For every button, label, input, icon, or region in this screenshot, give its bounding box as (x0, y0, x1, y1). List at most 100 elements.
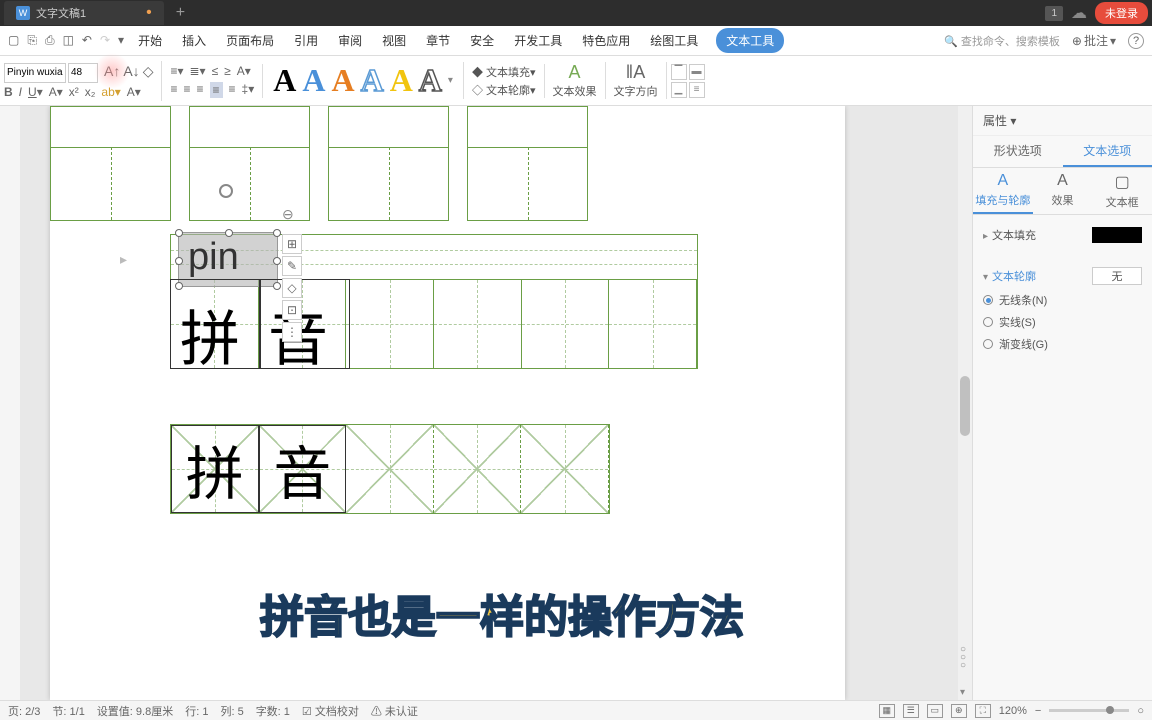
new-tab-button[interactable]: + (168, 4, 193, 22)
view-web-icon[interactable]: ⊕ (951, 704, 967, 718)
char-border-icon[interactable]: A▾ (127, 85, 141, 99)
view-outline-icon[interactable]: ☰ (903, 704, 919, 718)
resize-handle[interactable] (175, 257, 183, 265)
print-icon[interactable]: ⎙ (45, 33, 55, 48)
more-options-icon[interactable]: ⋮ (282, 322, 302, 342)
text-outline-row[interactable]: ▾文本轮廓 无 (983, 263, 1142, 289)
batch-comments-button[interactable]: ⊕ 批注 ▾ (1072, 32, 1116, 49)
wordart-style-1[interactable]: A (273, 62, 296, 99)
dropdown-icon[interactable]: ▾ (118, 33, 124, 48)
export-icon[interactable]: ⎘ (27, 33, 37, 48)
zoom-slider[interactable] (1049, 709, 1129, 712)
align-justify-icon[interactable]: ≡ (210, 82, 223, 98)
tab-shape-options[interactable]: 形状选项 (973, 136, 1063, 167)
menu-start[interactable]: 开始 (136, 28, 164, 53)
radio-solid-line[interactable]: 实线(S) (983, 311, 1142, 333)
status-auth[interactable]: ⚠ 未认证 (371, 703, 418, 719)
font-name-input[interactable] (4, 63, 66, 83)
resize-handle[interactable] (175, 229, 183, 237)
notification-badge[interactable]: 1 (1045, 6, 1063, 21)
scroll-thumb[interactable] (960, 376, 970, 436)
resize-handle[interactable] (273, 257, 281, 265)
search-box[interactable]: 🔍 查找命令、搜索模板 (944, 33, 1060, 49)
status-chars[interactable]: 字数: 1 (256, 703, 290, 719)
menu-review[interactable]: 审阅 (336, 28, 364, 53)
align-middle-icon[interactable]: ▬ (689, 64, 705, 80)
clear-format-icon[interactable]: ◇ (143, 63, 154, 83)
menu-security[interactable]: 安全 (468, 28, 496, 53)
zoom-out-icon[interactable]: − (1035, 705, 1041, 717)
text-outline-button[interactable]: ◇ 文本轮廓▾ (472, 82, 536, 98)
italic-icon[interactable]: I (19, 85, 22, 99)
menu-view[interactable]: 视图 (380, 28, 408, 53)
radio-no-line[interactable]: 无线条(N) (983, 289, 1142, 311)
distribute-icon[interactable]: ≡ (229, 82, 236, 98)
layout-options-icon[interactable]: ⊞ (282, 234, 302, 254)
pinyin-text[interactable]: pin (188, 236, 239, 279)
bold-icon[interactable]: B (4, 85, 13, 99)
indent-left-icon[interactable]: ≤ (212, 64, 219, 78)
zoom-in-icon[interactable]: ○ (1137, 705, 1144, 717)
resize-handle[interactable] (273, 229, 281, 237)
subtab-fill-outline[interactable]: A填充与轮廓 (973, 168, 1033, 214)
wordart-style-6[interactable]: A (419, 62, 442, 99)
indent-right-icon[interactable]: ≥ (224, 64, 231, 78)
underline-icon[interactable]: U▾ (28, 85, 43, 99)
align-top-icon[interactable]: ▔ (671, 64, 687, 80)
margin-marker-icon[interactable]: ▸ (120, 251, 127, 268)
line-spacing-icon[interactable]: ‡▾ (242, 82, 255, 98)
hanzi-char-1[interactable]: 拼 (180, 291, 240, 378)
text-direction-section[interactable]: ‖A 文字方向 (606, 62, 667, 99)
redo-icon[interactable]: ↷ (100, 33, 110, 48)
subtab-textbox[interactable]: ▢文本框 (1092, 168, 1152, 214)
font-color-icon[interactable]: A▾ (49, 85, 63, 99)
wordart-more-icon[interactable]: ▾ (448, 75, 453, 86)
fill-icon[interactable]: ◇ (282, 278, 302, 298)
radio-gradient-line[interactable]: 渐变线(G) (983, 333, 1142, 355)
subtab-effects[interactable]: A效果 (1033, 168, 1093, 214)
shape-ungroup-icon[interactable]: ⊡ (282, 300, 302, 320)
menu-devtools[interactable]: 开发工具 (512, 28, 564, 53)
vertical-scrollbar[interactable]: ○○○ ▾ (958, 106, 972, 700)
menu-page-layout[interactable]: 页面布局 (224, 28, 276, 53)
subscript-icon[interactable]: x₂ (85, 85, 96, 99)
align-right-icon[interactable]: ≡ (197, 82, 204, 98)
preview-icon[interactable]: ◫ (63, 33, 74, 48)
scroll-nav-dots[interactable]: ○○○ (960, 646, 966, 670)
status-page[interactable]: 页: 2/3 (8, 703, 40, 719)
fill-color-swatch[interactable] (1092, 227, 1142, 243)
menu-drawing-tools[interactable]: 绘图工具 (648, 28, 700, 53)
document-tab[interactable]: W 文字文稿1 • (4, 1, 164, 25)
text-fill-button[interactable]: ◆ 文本填充▾ (472, 64, 536, 80)
sort-icon[interactable]: A▾ (237, 64, 251, 78)
text-effect-section[interactable]: A 文本效果 (545, 62, 606, 99)
menu-references[interactable]: 引用 (292, 28, 320, 53)
undo-icon[interactable]: ↶ (82, 33, 92, 48)
view-read-icon[interactable]: ▭ (927, 704, 943, 718)
text-fill-row[interactable]: ▸文本填充 (983, 223, 1142, 247)
collapse-icon[interactable]: ⊖ (282, 206, 294, 223)
menu-special[interactable]: 特色应用 (580, 28, 632, 53)
zoom-level[interactable]: 120% (999, 705, 1027, 717)
wordart-style-3[interactable]: A (331, 62, 354, 99)
tab-text-options[interactable]: 文本选项 (1063, 136, 1152, 167)
align-dist-icon[interactable]: ≡ (689, 82, 705, 98)
save-icon[interactable]: ▢ (8, 33, 19, 48)
status-spellcheck[interactable]: ☑ 文档校对 (302, 703, 359, 719)
align-bottom-icon[interactable]: ▁ (671, 82, 687, 98)
menu-text-tools[interactable]: 文本工具 (716, 28, 784, 53)
view-print-icon[interactable]: ▦ (879, 704, 895, 718)
strikethrough-icon[interactable]: x² (69, 85, 79, 99)
menu-chapter[interactable]: 章节 (424, 28, 452, 53)
edit-icon[interactable]: ✎ (282, 256, 302, 276)
login-button[interactable]: 未登录 (1095, 2, 1148, 24)
wordart-style-2[interactable]: A (302, 62, 325, 99)
align-left-icon[interactable]: ≡ (170, 82, 177, 98)
wordart-style-4[interactable]: A (361, 62, 384, 99)
scroll-down-arrow[interactable]: ▾ (960, 687, 965, 698)
outline-select[interactable]: 无 (1092, 267, 1142, 285)
view-fullscreen-icon[interactable]: ⛶ (975, 704, 991, 718)
number-list-icon[interactable]: ≣▾ (190, 64, 206, 78)
align-center-icon[interactable]: ≡ (183, 82, 190, 98)
bullet-list-icon[interactable]: ≡▾ (170, 64, 183, 78)
